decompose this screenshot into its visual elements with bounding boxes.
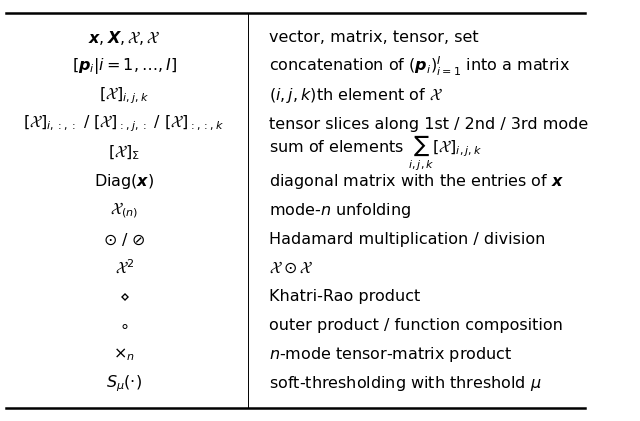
- Text: sum of elements $\sum_{i,j,k}[\boldsymbol{\mathcal{X}}]_{i,j,k}$: sum of elements $\sum_{i,j,k}[\boldsymbo…: [269, 133, 483, 173]
- Text: $[\boldsymbol{p}_i | i = 1, \ldots, I]$: $[\boldsymbol{p}_i | i = 1, \ldots, I]$: [72, 56, 177, 76]
- Text: soft-thresholding with threshold $\mu$: soft-thresholding with threshold $\mu$: [269, 374, 541, 393]
- Text: $\boldsymbol{\mathcal{X}} \odot \boldsymbol{\mathcal{X}}$: $\boldsymbol{\mathcal{X}} \odot \boldsym…: [269, 261, 314, 276]
- Text: $\mathrm{Diag}(\boldsymbol{x})$: $\mathrm{Diag}(\boldsymbol{x})$: [94, 172, 154, 191]
- Text: $\diamond$: $\diamond$: [118, 290, 130, 304]
- Text: Hadamard multiplication / division: Hadamard multiplication / division: [269, 232, 545, 247]
- Text: tensor slices along 1st / 2nd / 3rd mode: tensor slices along 1st / 2nd / 3rd mode: [269, 117, 588, 131]
- Text: $[\boldsymbol{\mathcal{X}}]_{i,:,:}$ / $[\boldsymbol{\mathcal{X}}]_{:,j,:}$ / $[: $[\boldsymbol{\mathcal{X}}]_{i,:,:}$ / $…: [24, 114, 225, 134]
- Text: $[\boldsymbol{\mathcal{X}}]_{i,j,k}$: $[\boldsymbol{\mathcal{X}}]_{i,j,k}$: [99, 85, 149, 106]
- Text: $(i, j, k)$th element of $\boldsymbol{\mathcal{X}}$: $(i, j, k)$th element of $\boldsymbol{\m…: [269, 86, 443, 105]
- Text: $[\boldsymbol{\mathcal{X}}]_{\Sigma}$: $[\boldsymbol{\mathcal{X}}]_{\Sigma}$: [108, 144, 140, 162]
- Text: outer product / function composition: outer product / function composition: [269, 318, 563, 333]
- Text: $n$-mode tensor-matrix product: $n$-mode tensor-matrix product: [269, 345, 512, 364]
- Text: concatenation of $(\boldsymbol{p}_i)_{i=1}^{I}$ into a matrix: concatenation of $(\boldsymbol{p}_i)_{i=…: [269, 55, 570, 78]
- Text: $\boldsymbol{\mathcal{X}}^2$: $\boldsymbol{\mathcal{X}}^2$: [115, 259, 134, 277]
- Text: vector, matrix, tensor, set: vector, matrix, tensor, set: [269, 30, 479, 45]
- Text: Khatri-Rao product: Khatri-Rao product: [269, 290, 420, 304]
- Text: $\odot$ / $\oslash$: $\odot$ / $\oslash$: [102, 231, 145, 248]
- Text: $\times_n$: $\times_n$: [113, 346, 135, 363]
- Text: $\boldsymbol{\mathcal{X}}_{(n)}$: $\boldsymbol{\mathcal{X}}_{(n)}$: [110, 201, 138, 220]
- Text: $\boldsymbol{x}, \boldsymbol{X}, \boldsymbol{\mathcal{X}}, \mathcal{X}$: $\boldsymbol{x}, \boldsymbol{X}, \boldsy…: [88, 29, 161, 47]
- Text: $S_{\mu}(\cdot)$: $S_{\mu}(\cdot)$: [106, 373, 142, 394]
- Text: diagonal matrix with the entries of $\boldsymbol{x}$: diagonal matrix with the entries of $\bo…: [269, 172, 564, 191]
- Text: mode-$n$ unfolding: mode-$n$ unfolding: [269, 201, 411, 220]
- Text: $\circ$: $\circ$: [120, 318, 129, 333]
